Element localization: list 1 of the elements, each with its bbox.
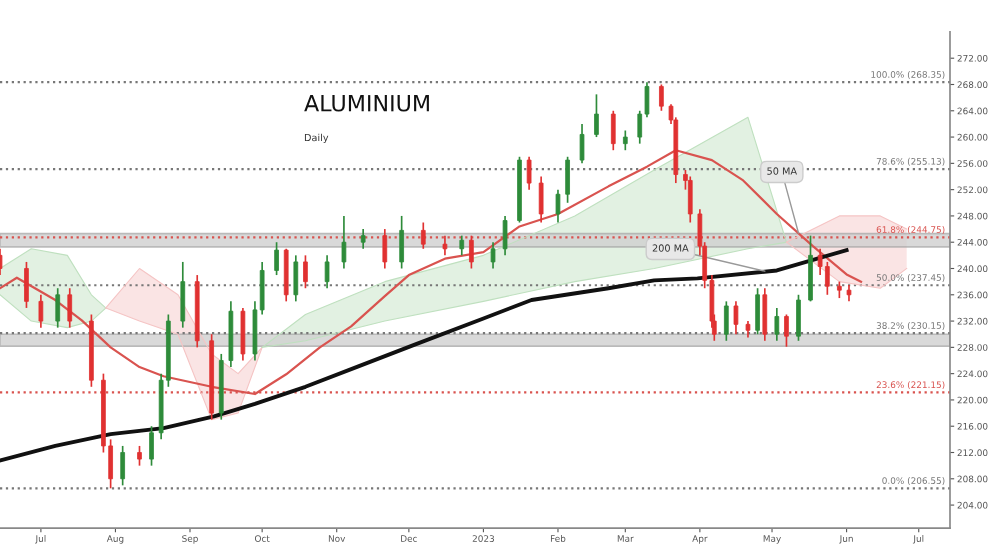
- text: ALUMINIUM: [304, 95, 429, 112]
